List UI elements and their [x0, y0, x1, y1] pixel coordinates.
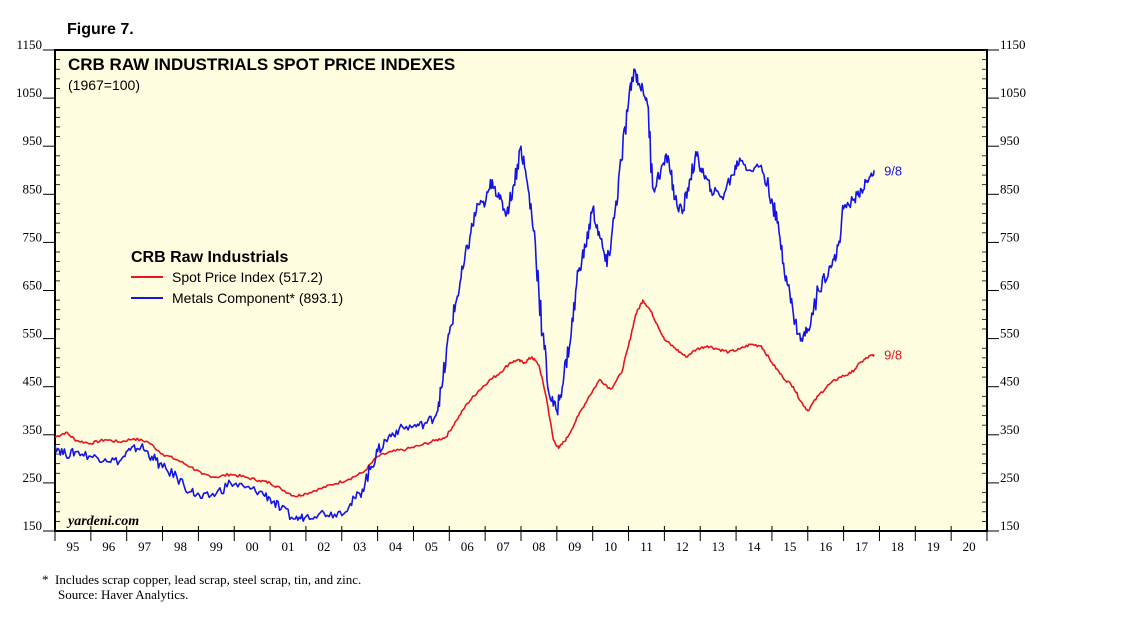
watermark: yardeni.com	[66, 514, 139, 529]
y-tick-label-right: 1150	[1000, 37, 1026, 52]
x-tick-label: 11	[640, 539, 653, 554]
x-tick-label: 13	[712, 539, 725, 554]
x-tick-label: 99	[210, 539, 223, 554]
y-tick-label-left: 950	[23, 133, 43, 148]
y-tick-label-right: 950	[1000, 133, 1020, 148]
x-tick-label: 09	[568, 539, 581, 554]
x-tick-label: 02	[317, 539, 330, 554]
y-tick-label-right: 250	[1000, 470, 1020, 485]
y-tick-label-left: 150	[23, 518, 43, 533]
y-tick-label-left: 350	[23, 422, 43, 437]
x-tick-label: 15	[783, 539, 796, 554]
y-tick-label-right: 450	[1000, 374, 1020, 389]
x-tick-label: 07	[497, 539, 511, 554]
x-tick-label: 16	[819, 539, 833, 554]
y-tick-label-left: 450	[23, 374, 43, 389]
x-tick-label: 20	[963, 539, 976, 554]
x-tick-label: 98	[174, 539, 187, 554]
footnote-text: * Includes scrap copper, lead scrap, ste…	[42, 572, 362, 587]
y-tick-label-left: 250	[23, 470, 43, 485]
y-tick-label-right: 350	[1000, 422, 1020, 437]
y-tick-label-right: 650	[1000, 278, 1020, 293]
footnote-block: * Includes scrap copper, lead scrap, ste…	[42, 572, 361, 602]
figure-label: Figure 7.	[67, 21, 134, 38]
x-tick-label: 10	[604, 539, 617, 554]
x-tick-label: 03	[353, 539, 366, 554]
x-tick-label: 06	[461, 539, 475, 554]
y-tick-label-right: 750	[1000, 229, 1020, 244]
series-end-label: 9/8	[884, 347, 902, 362]
y-tick-label-right: 550	[1000, 326, 1020, 341]
series-line	[54, 68, 875, 522]
x-tick-label: 14	[748, 539, 762, 554]
x-tick-label: 19	[927, 539, 940, 554]
y-tick-label-right: 1050	[1000, 85, 1026, 100]
y-tick-label-left: 750	[23, 229, 43, 244]
x-tick-label: 96	[102, 539, 116, 554]
y-tick-label-left: 650	[23, 278, 43, 293]
x-tick-label: 08	[532, 539, 545, 554]
x-tick-label: 00	[246, 539, 259, 554]
series-line	[54, 299, 875, 498]
y-tick-label-right: 850	[1000, 181, 1020, 196]
legend-label: Metals Component* (893.1)	[172, 290, 343, 306]
x-tick-label: 95	[66, 539, 79, 554]
source-text: Source: Haver Analytics.	[58, 587, 189, 602]
y-tick-label-right: 150	[1000, 518, 1020, 533]
plot-area	[55, 50, 987, 531]
y-tick-label-left: 1050	[16, 85, 42, 100]
x-tick-label: 01	[282, 539, 295, 554]
x-tick-label: 04	[389, 539, 403, 554]
legend-label: Spot Price Index (517.2)	[172, 269, 323, 285]
series-end-label: 9/8	[884, 163, 902, 178]
x-tick-label: 05	[425, 539, 438, 554]
y-tick-label-left: 1150	[16, 37, 42, 52]
chart-subtitle: (1967=100)	[68, 77, 140, 93]
legend-title: CRB Raw Industrials	[131, 249, 288, 266]
chart-title: CRB RAW INDUSTRIALS SPOT PRICE INDEXES	[68, 55, 455, 74]
x-tick-label: 97	[138, 539, 152, 554]
y-tick-label-left: 550	[23, 326, 43, 341]
y-tick-label-left: 850	[23, 181, 43, 196]
x-tick-label: 12	[676, 539, 689, 554]
x-tick-label: 18	[891, 539, 904, 554]
x-tick-label: 17	[855, 539, 869, 554]
